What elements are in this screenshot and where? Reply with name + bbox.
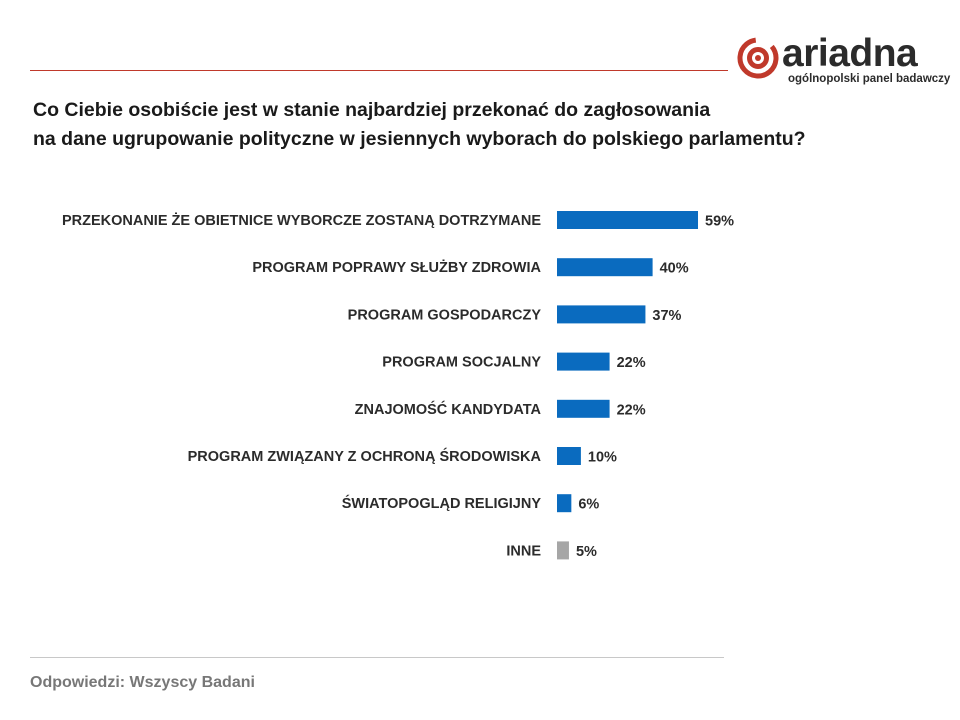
bar (557, 447, 581, 465)
category-label: PROGRAM ZWIĄZANY Z OCHRONĄ ŚRODOWISKA (188, 447, 542, 465)
bar (557, 352, 610, 371)
category-label: PROGRAM GOSPODARCZY (348, 307, 542, 323)
question-title: Co Ciebie osobiście jest w stanie najbar… (33, 96, 913, 154)
bar (557, 541, 569, 560)
bar (557, 494, 572, 513)
category-label: PROGRAM POPRAWY SŁUŻBY ZDROWIA (252, 259, 541, 276)
value-label: 6% (578, 497, 599, 513)
logo-wordmark: ariadna (782, 32, 918, 75)
footer-divider (30, 657, 724, 658)
category-label: ŚWIATOPOGLĄD RELIGIJNY (342, 494, 542, 512)
value-label: 22% (617, 355, 646, 371)
question-line-1: Co Ciebie osobiście jest w stanie najbar… (33, 99, 711, 121)
value-label: 5% (576, 544, 597, 560)
bar (557, 258, 653, 277)
category-label: INNE (506, 543, 541, 559)
ariadna-logo-mark-icon (737, 37, 779, 79)
category-label: PRZEKONANIE ŻE OBIETNICE WYBORCZE ZOSTAN… (62, 212, 541, 229)
bar (557, 211, 699, 229)
bar-chart: PRZEKONANIE ŻE OBIETNICE WYBORCZE ZOSTAN… (62, 211, 734, 560)
ariadna-logo: ariadna ogólnopolski panel badawczy (736, 32, 951, 90)
header-divider (30, 70, 728, 71)
value-label: 10% (588, 450, 617, 466)
value-label: 22% (617, 402, 646, 418)
category-label: ZNAJOMOŚĆ KANDYDATA (355, 400, 542, 418)
value-label: 59% (705, 214, 734, 230)
logo-subtitle: ogólnopolski panel badawczy (788, 73, 951, 85)
question-line-2: na dane ugrupowanie polityczne w jesienn… (33, 128, 806, 150)
value-label: 37% (652, 308, 681, 324)
value-label: 40% (660, 261, 689, 277)
respondents-base-note: Odpowiedzi: Wszyscy Badani (30, 674, 255, 691)
bar (557, 305, 646, 324)
category-label: PROGRAM SOCJALNY (382, 355, 541, 371)
bar (557, 399, 610, 418)
